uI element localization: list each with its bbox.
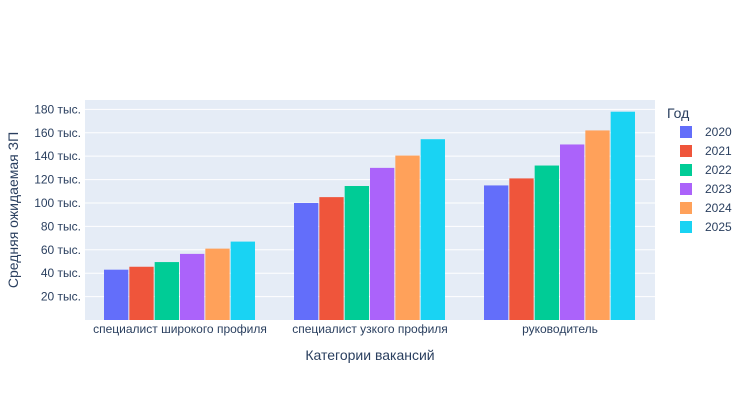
- y-tick-label: 120 тыс.: [34, 173, 81, 187]
- x-tick-label: руководитель: [522, 322, 598, 336]
- bar-2022[interactable]: [534, 165, 559, 320]
- legend-swatch[interactable]: [680, 126, 692, 138]
- bar-2020[interactable]: [294, 202, 319, 320]
- bar-2021[interactable]: [319, 197, 344, 320]
- bar-2025[interactable]: [420, 139, 445, 320]
- y-tick-label: 160 тыс.: [34, 126, 81, 140]
- bar-2023[interactable]: [560, 144, 585, 320]
- bar-2020[interactable]: [484, 185, 509, 320]
- legend-swatch[interactable]: [680, 221, 692, 233]
- legend-label[interactable]: 2024: [705, 201, 732, 215]
- legend[interactable]: Год 2020 2021 2022 2023 2024 2025: [667, 105, 732, 234]
- bar-2024[interactable]: [395, 155, 420, 320]
- bar-2021[interactable]: [129, 266, 154, 320]
- legend-label[interactable]: 2022: [705, 163, 732, 177]
- legend-title: Год: [667, 105, 689, 121]
- bar-2020[interactable]: [104, 269, 129, 320]
- legend-swatch[interactable]: [680, 164, 692, 176]
- legend-swatch[interactable]: [680, 145, 692, 157]
- x-axis-title: Категории вакансий: [305, 347, 434, 363]
- legend-label[interactable]: 2025: [705, 220, 732, 234]
- legend-label[interactable]: 2021: [705, 144, 732, 158]
- bar-2025[interactable]: [230, 241, 255, 320]
- y-tick-label: 40 тыс.: [41, 266, 81, 280]
- y-axis-ticks: 20 тыс. 40 тыс. 60 тыс. 80 тыс. 100 тыс. 120 …: [34, 102, 81, 303]
- y-tick-label: 20 тыс.: [41, 290, 81, 304]
- x-tick-label: специалист широкого профиля: [93, 322, 267, 336]
- y-tick-label: 180 тыс.: [34, 102, 81, 116]
- legend-swatch[interactable]: [680, 183, 692, 195]
- y-tick-label: 140 тыс.: [34, 149, 81, 163]
- bar-2025[interactable]: [610, 111, 635, 321]
- bar-2022[interactable]: [344, 186, 369, 320]
- y-tick-label: 60 тыс.: [41, 243, 81, 257]
- bar-2024[interactable]: [205, 248, 230, 320]
- bar-2021[interactable]: [509, 178, 534, 320]
- legend-swatch[interactable]: [680, 202, 692, 214]
- y-axis-title: Средняя ожидаемая ЗП: [5, 132, 21, 288]
- bar-2024[interactable]: [585, 130, 610, 320]
- bar-2022[interactable]: [154, 262, 179, 320]
- legend-label[interactable]: 2023: [705, 182, 732, 196]
- bar-2023[interactable]: [370, 167, 395, 320]
- y-tick-label: 80 тыс.: [41, 219, 81, 233]
- x-tick-label: специалист узкого профиля: [292, 322, 448, 336]
- x-axis-ticks: специалист широкого профиля специалист уз…: [93, 322, 598, 336]
- bars: [104, 111, 635, 321]
- legend-label[interactable]: 2020: [705, 125, 732, 139]
- y-tick-label: 100 тыс.: [34, 196, 81, 210]
- bar-2023[interactable]: [180, 253, 205, 320]
